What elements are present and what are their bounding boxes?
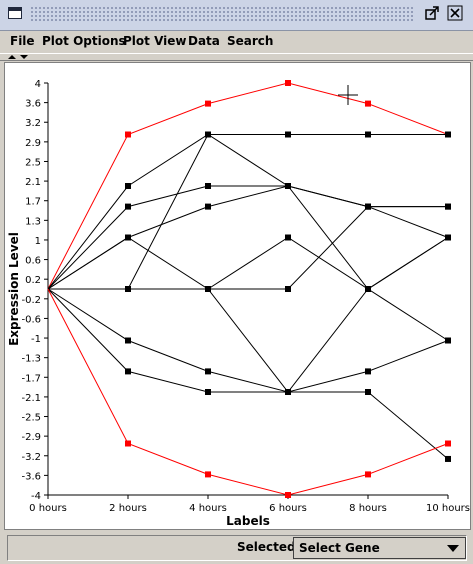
data-point [365, 100, 371, 107]
y-tick-label: -1 [31, 334, 41, 345]
y-tick-label: 3.2 [25, 118, 41, 129]
data-point [365, 368, 371, 375]
data-point [125, 286, 131, 292]
y-axis-label: Expression Level [7, 232, 21, 346]
series-line [47, 185, 448, 290]
y-tick-label: 1.7 [25, 197, 41, 208]
plot-area[interactable]: 4 3.6 3.2 2.9 2.5 2.1 1.7 1.3 1 0.6 0.2 -0.2 -0.6 -1 -… [4, 62, 471, 530]
x-tick-label: 8 hours [349, 503, 387, 514]
y-tick-label: -3.6 [21, 471, 41, 482]
data-point [365, 471, 371, 478]
series-line [48, 134, 448, 290]
y-tick-label: -1.7 [21, 373, 41, 384]
detach-window-button[interactable] [424, 5, 440, 21]
data-point [205, 286, 211, 292]
x-tick-label: 4 hours [189, 503, 227, 514]
title-bar-grip [30, 6, 415, 22]
y-tick-label: 4 [35, 79, 41, 90]
status-panel [7, 535, 467, 561]
menu-bar: File Plot Options Plot View Data Search [0, 31, 473, 53]
y-tick-label: -2.1 [21, 393, 41, 404]
data-point [125, 131, 131, 138]
menu-data[interactable]: Data [188, 34, 220, 48]
data-point [125, 183, 131, 189]
menu-file[interactable]: File [10, 34, 35, 48]
data-point [205, 100, 211, 107]
data-point [445, 455, 451, 462]
chevron-down-icon [447, 545, 459, 552]
data-point [285, 492, 291, 498]
close-button[interactable] [447, 5, 463, 21]
y-tick-label: 1.3 [25, 216, 41, 227]
data-point [365, 286, 371, 292]
x-tick-label: 0 hours [29, 503, 67, 514]
data-point [365, 203, 371, 210]
y-tick-label: -0.6 [21, 314, 41, 325]
window-icon [8, 7, 22, 19]
data-point [445, 337, 451, 344]
close-icon [447, 5, 463, 21]
y-tick-label: 0.2 [25, 275, 41, 286]
data-point [285, 131, 291, 138]
y-tick-label: 0.6 [25, 256, 41, 267]
status-bar: Selected: Select Gene [0, 532, 473, 564]
y-tick-label: -2.5 [21, 413, 41, 424]
data-point [285, 234, 291, 241]
data-point [365, 131, 371, 138]
data-point [125, 234, 131, 241]
data-point [285, 286, 291, 292]
title-bar [0, 0, 473, 31]
y-tick-label: -4 [31, 491, 41, 502]
data-point [205, 183, 211, 189]
x-tick-label: 10 hours [426, 503, 470, 514]
detach-icon [425, 6, 439, 20]
x-axis-label: Labels [226, 514, 270, 528]
series-line [47, 133, 449, 341]
data-point [205, 471, 211, 478]
data-point [125, 368, 131, 375]
gene-select-value: Select Gene [299, 541, 380, 555]
data-point [205, 203, 211, 210]
data-point [285, 389, 291, 395]
data-point [445, 234, 451, 241]
data-point [205, 368, 211, 375]
series-line [47, 288, 449, 393]
y-tick-label: 2.9 [25, 138, 41, 149]
data-point [445, 440, 451, 447]
data-point [205, 131, 211, 138]
series-line [47, 185, 449, 290]
y-tick-label: 2.1 [25, 177, 41, 188]
data-point [205, 389, 211, 395]
series-line [48, 236, 449, 290]
x-tick-label: 2 hours [109, 503, 147, 514]
selected-label: Selected: [237, 540, 301, 554]
data-point [125, 440, 131, 447]
series-line [47, 288, 449, 496]
y-tick-label: -3.2 [21, 452, 41, 463]
data-point [125, 203, 131, 210]
series-line [47, 82, 449, 290]
split-pane-divider[interactable] [0, 53, 473, 61]
data-point [365, 389, 371, 395]
data-point [285, 183, 291, 189]
series-line [47, 237, 449, 393]
y-tick-label: -0.2 [21, 295, 41, 306]
split-arrows-icon [8, 55, 28, 59]
y-tick-label: 3.6 [25, 99, 41, 110]
y-tick-label: 2.5 [25, 157, 41, 168]
menu-plot-view[interactable]: Plot View [123, 34, 187, 48]
gene-select-dropdown[interactable]: Select Gene [293, 537, 466, 559]
data-point [445, 203, 451, 210]
expression-chart: 4 3.6 3.2 2.9 2.5 2.1 1.7 1.3 1 0.6 0.2 -0.2 -0.6 -1 -… [7, 79, 470, 528]
menu-plot-options[interactable]: Plot Options [42, 34, 126, 48]
y-tick-label: 1 [35, 236, 41, 247]
data-point [285, 80, 291, 86]
series-line [47, 236, 449, 460]
y-tick-label: -1.3 [21, 354, 41, 365]
menu-search[interactable]: Search [227, 34, 274, 48]
data-point [125, 337, 131, 344]
y-tick-label: -2.9 [21, 432, 41, 443]
x-tick-label: 6 hours [269, 503, 307, 514]
data-point [445, 131, 451, 138]
